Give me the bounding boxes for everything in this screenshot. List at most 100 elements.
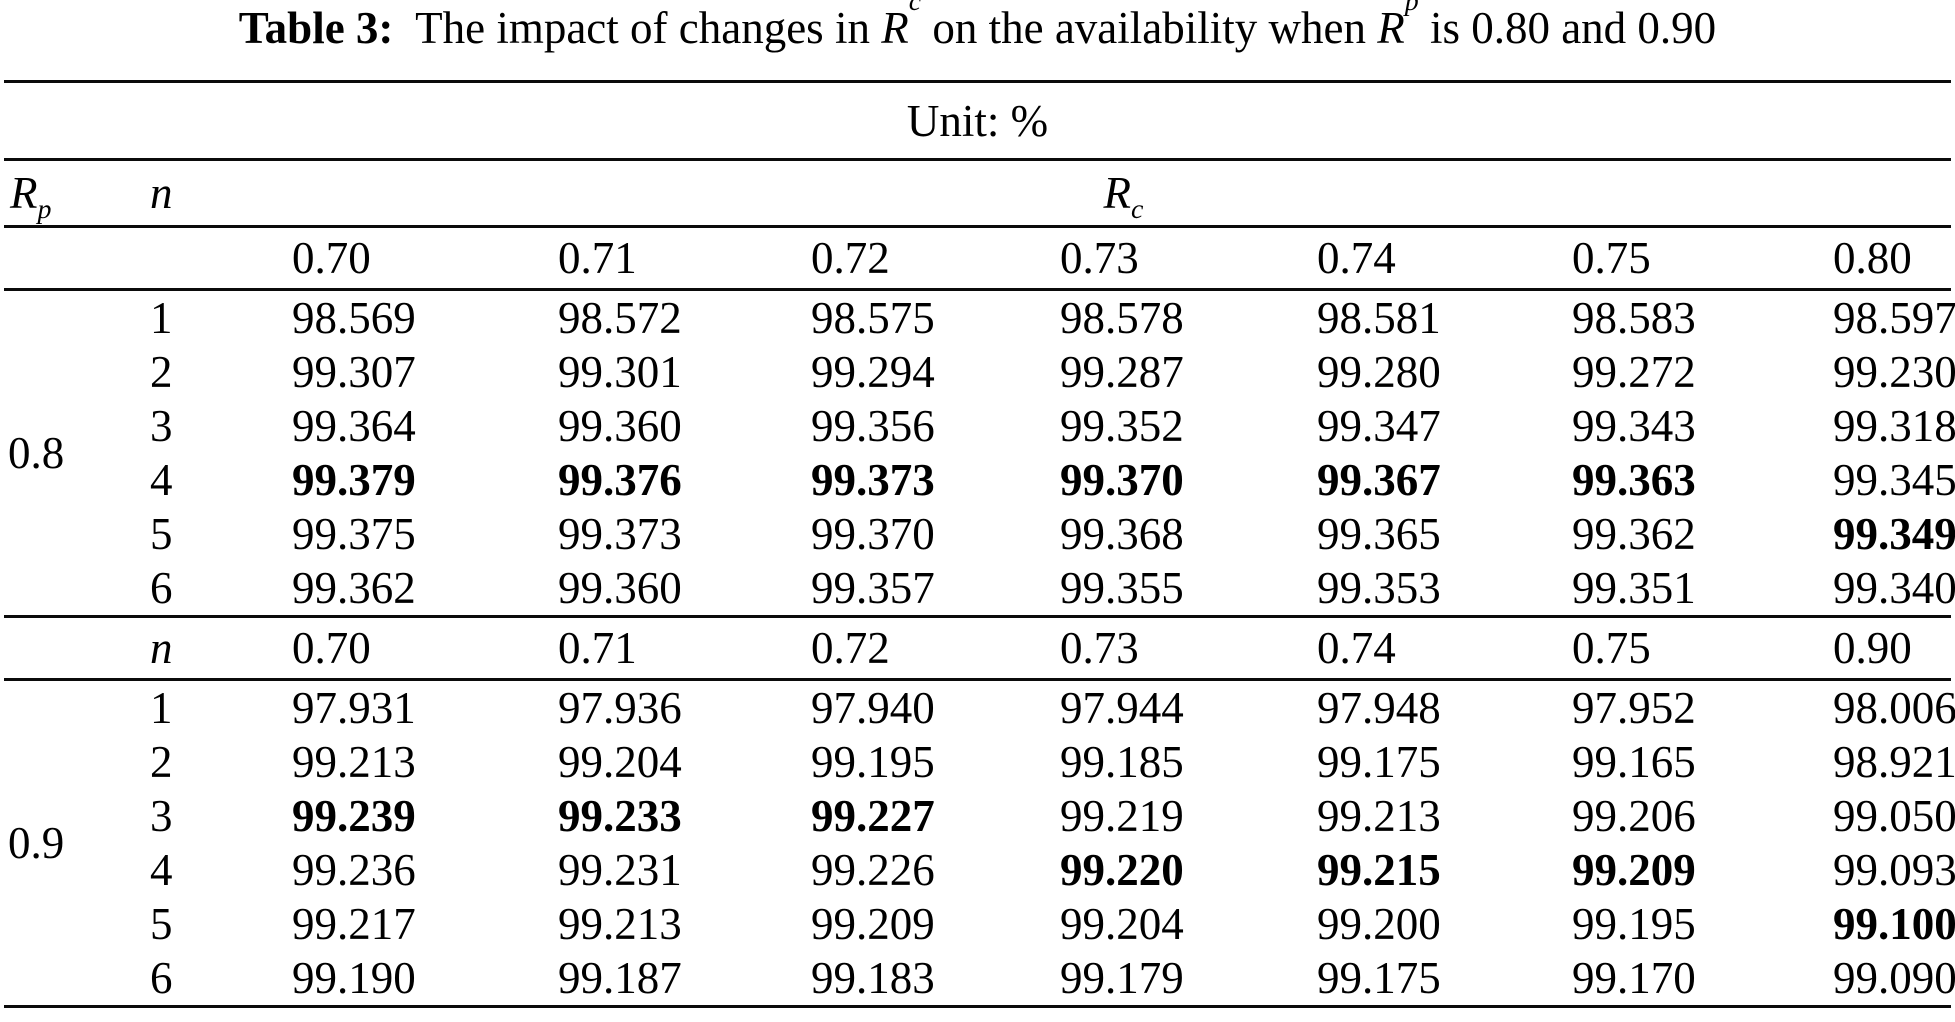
row-n-label: 6	[150, 562, 173, 613]
rp-block-label: 0.8	[8, 427, 65, 478]
value-cell: 99.175	[1317, 952, 1441, 1003]
value-cell: 99.351	[1572, 562, 1696, 613]
value-cell: 99.236	[292, 844, 416, 895]
row-n-label: 1	[150, 682, 173, 733]
col-header: 0.71	[558, 622, 637, 673]
value-cell: 99.376	[558, 454, 682, 505]
value-cell: 99.185	[1060, 736, 1184, 787]
row-n-label: 2	[150, 346, 173, 397]
value-cell: 99.272	[1572, 346, 1696, 397]
value-cell: 97.952	[1572, 682, 1696, 733]
horizontal-rule	[4, 678, 1951, 681]
value-cell: 99.220	[1060, 844, 1184, 895]
value-cell: 99.190	[292, 952, 416, 1003]
col-header: 0.72	[811, 622, 890, 673]
rc-column-header: Rc	[292, 167, 1955, 223]
horizontal-rule	[4, 158, 1951, 161]
value-cell: 99.100	[1833, 898, 1955, 949]
rc-symbol: R	[1103, 167, 1132, 218]
col-header: 0.74	[1317, 232, 1396, 283]
value-cell: 99.213	[1317, 790, 1441, 841]
value-cell: 99.093	[1833, 844, 1955, 895]
row-n-label: 4	[150, 454, 173, 505]
value-cell: 99.231	[558, 844, 682, 895]
n-column-header: n	[150, 167, 173, 218]
value-cell: 99.367	[1317, 454, 1441, 505]
value-cell: 98.583	[1572, 292, 1696, 343]
rp-subscript: p	[37, 193, 52, 225]
row-n-label: 3	[150, 400, 173, 451]
col-header: 0.75	[1572, 622, 1651, 673]
value-cell: 99.287	[1060, 346, 1184, 397]
value-cell: 99.195	[1572, 898, 1696, 949]
value-cell: 98.578	[1060, 292, 1184, 343]
value-cell: 99.187	[558, 952, 682, 1003]
value-cell: 99.343	[1572, 400, 1696, 451]
row-n-label: 6	[150, 952, 173, 1003]
rp-block-label: 0.9	[8, 817, 65, 868]
row-n-label: 5	[150, 508, 173, 559]
value-cell: 99.183	[811, 952, 935, 1003]
table-header-row-symbols: Rp n Rc	[0, 161, 1955, 225]
horizontal-rule	[4, 615, 1951, 618]
col-header: 0.70	[292, 232, 371, 283]
value-cell: 99.215	[1317, 844, 1441, 895]
table-header-row-rc-values-top: 0.70 0.71 0.72 0.73 0.74 0.75 0.80	[0, 228, 1955, 288]
value-cell: 99.204	[1060, 898, 1184, 949]
horizontal-rule	[4, 80, 1951, 83]
table-caption-number: Table 3:	[238, 3, 394, 53]
value-cell: 99.368	[1060, 508, 1184, 559]
rc-subscript: c	[1131, 193, 1144, 225]
value-cell: 99.294	[811, 346, 935, 397]
value-cell: 99.373	[811, 454, 935, 505]
value-cell: 99.345	[1833, 454, 1955, 505]
col-header: 0.74	[1317, 622, 1396, 673]
unit-label: Unit: %	[906, 95, 1049, 146]
value-cell: 98.572	[558, 292, 682, 343]
rc-symbol: R	[881, 3, 909, 53]
value-cell: 99.179	[1060, 952, 1184, 1003]
value-cell: 99.318	[1833, 400, 1955, 451]
horizontal-rule	[4, 225, 1951, 228]
value-cell: 99.356	[811, 400, 935, 451]
rp-symbol: R	[1377, 3, 1405, 53]
col-header: 0.71	[558, 232, 637, 283]
value-cell: 98.569	[292, 292, 416, 343]
value-cell: 98.575	[811, 292, 935, 343]
value-cell: 99.347	[1317, 400, 1441, 451]
table-header-row-rc-values-mid: n 0.70 0.71 0.72 0.73 0.74 0.75 0.90	[0, 618, 1955, 678]
value-cell: 97.944	[1060, 682, 1184, 733]
value-cell: 99.217	[292, 898, 416, 949]
value-cell: 97.936	[558, 682, 682, 733]
value-cell: 99.360	[558, 562, 682, 613]
value-cell: 99.227	[811, 790, 935, 841]
value-cell: 99.307	[292, 346, 416, 397]
value-cell: 97.931	[292, 682, 416, 733]
value-cell: 99.355	[1060, 562, 1184, 613]
value-cell: 99.362	[292, 562, 416, 613]
value-cell: 98.597	[1833, 292, 1955, 343]
value-cell: 99.226	[811, 844, 935, 895]
value-cell: 99.360	[558, 400, 682, 451]
value-cell: 99.170	[1572, 952, 1696, 1003]
value-cell: 97.948	[1317, 682, 1441, 733]
value-cell: 99.349	[1833, 508, 1955, 559]
horizontal-rule	[4, 288, 1951, 291]
table-caption-text-1: The impact of changes in	[393, 3, 882, 53]
value-cell: 99.375	[292, 508, 416, 559]
value-cell: 99.365	[1317, 508, 1441, 559]
row-n-label: 1	[150, 292, 173, 343]
value-cell: 99.195	[811, 736, 935, 787]
value-cell: 99.230	[1833, 346, 1955, 397]
value-cell: 99.204	[558, 736, 682, 787]
table-caption-text-3: is 0.80 and 0.90	[1418, 3, 1717, 53]
value-cell: 99.340	[1833, 562, 1955, 613]
value-cell: 98.006	[1833, 682, 1955, 733]
row-n-label: 4	[150, 844, 173, 895]
col-header: 0.90	[1833, 622, 1912, 673]
value-cell: 99.233	[558, 790, 682, 841]
data-block-rp-0.8: 0.8 1 98.569 98.572 98.575 98.578 98.581…	[0, 291, 1955, 615]
row-n-label: 5	[150, 898, 173, 949]
value-cell: 99.239	[292, 790, 416, 841]
value-cell: 99.362	[1572, 508, 1696, 559]
